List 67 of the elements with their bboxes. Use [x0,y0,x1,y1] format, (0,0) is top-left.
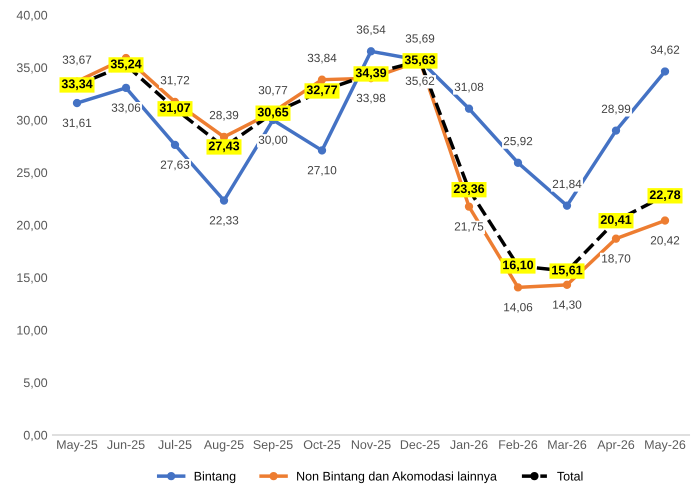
data-label: 27,63 [160,160,190,170]
data-label: 33,84 [308,54,336,64]
x-tick-label: Mar-26 [548,440,586,450]
point [660,216,670,225]
point [514,158,522,168]
x-tick-label: Apr-26 [597,440,634,452]
point [318,76,326,84]
y-tick-label: 35,00 [16,63,48,74]
y-tick-label: 0,00 [24,430,48,442]
data-label: 14,06 [504,302,532,313]
data-label: 31,72 [160,76,190,86]
point [612,234,620,243]
x-tick-label: Nov-25 [352,440,391,450]
data-label: 36,54 [356,25,386,36]
point [562,202,572,210]
point [122,84,130,92]
data-label: 33,98 [356,94,386,104]
data-label: 28,39 [210,110,238,121]
data-label: 28,99 [602,104,630,114]
point [562,280,572,290]
data-label: 25,92 [504,136,532,147]
data-label: 18,70 [602,254,630,264]
legend-label: Total [557,471,582,481]
data-label: 35,69 [406,34,434,44]
x-tick-label: May-25 [57,440,98,452]
x-tick-label: Jun-25 [107,440,145,450]
legend-label: Bintang [194,471,236,484]
data-label: 22,33 [210,216,238,226]
data-label: 33,06 [112,103,140,114]
x-tick-label: Aug-25 [204,440,244,452]
y-tick-label: 5,00 [24,378,48,389]
y-tick-label: 40,00 [16,10,48,22]
data-label: 35,62 [406,76,434,86]
data-label: 33,67 [62,55,92,66]
x-tick-label: Jul-25 [158,440,192,450]
data-label: 21,84 [552,180,582,190]
point [612,126,620,135]
x-tick-label: Dec-25 [400,440,440,450]
data-label: 27,10 [308,166,336,176]
point [72,98,82,108]
point [318,146,326,155]
x-tick-label: Sep-25 [253,440,293,452]
data-label: 30,00 [258,136,288,146]
y-tick-label: 25,00 [16,168,48,179]
point [464,104,474,113]
y-tick-label: 30,00 [16,116,48,126]
data-label: 14,30 [553,300,582,310]
point [464,202,474,211]
legend-label: Non Bintang dan Akomodasi lainnya [297,471,497,484]
point [220,196,228,205]
y-tick-label: 20,00 [16,220,48,232]
point [660,67,670,76]
y-tick-label: 15,00 [17,273,48,284]
x-tick-label: Jan-26 [450,440,488,450]
point [366,47,376,56]
data-label: 34,62 [650,46,680,56]
x-tick-label: Feb-26 [499,440,538,450]
data-label: 20,42 [650,236,680,246]
data-label: 31,08 [454,82,484,92]
y-tick-label: 10,00 [17,326,48,336]
data-label: 31,61 [62,118,92,128]
x-tick-label: Oct-25 [304,440,340,450]
data-label: 30,77 [258,86,288,96]
point [514,283,522,292]
point [170,140,180,150]
x-tick-label: May-26 [645,440,686,452]
data-label: 21,75 [454,222,484,232]
